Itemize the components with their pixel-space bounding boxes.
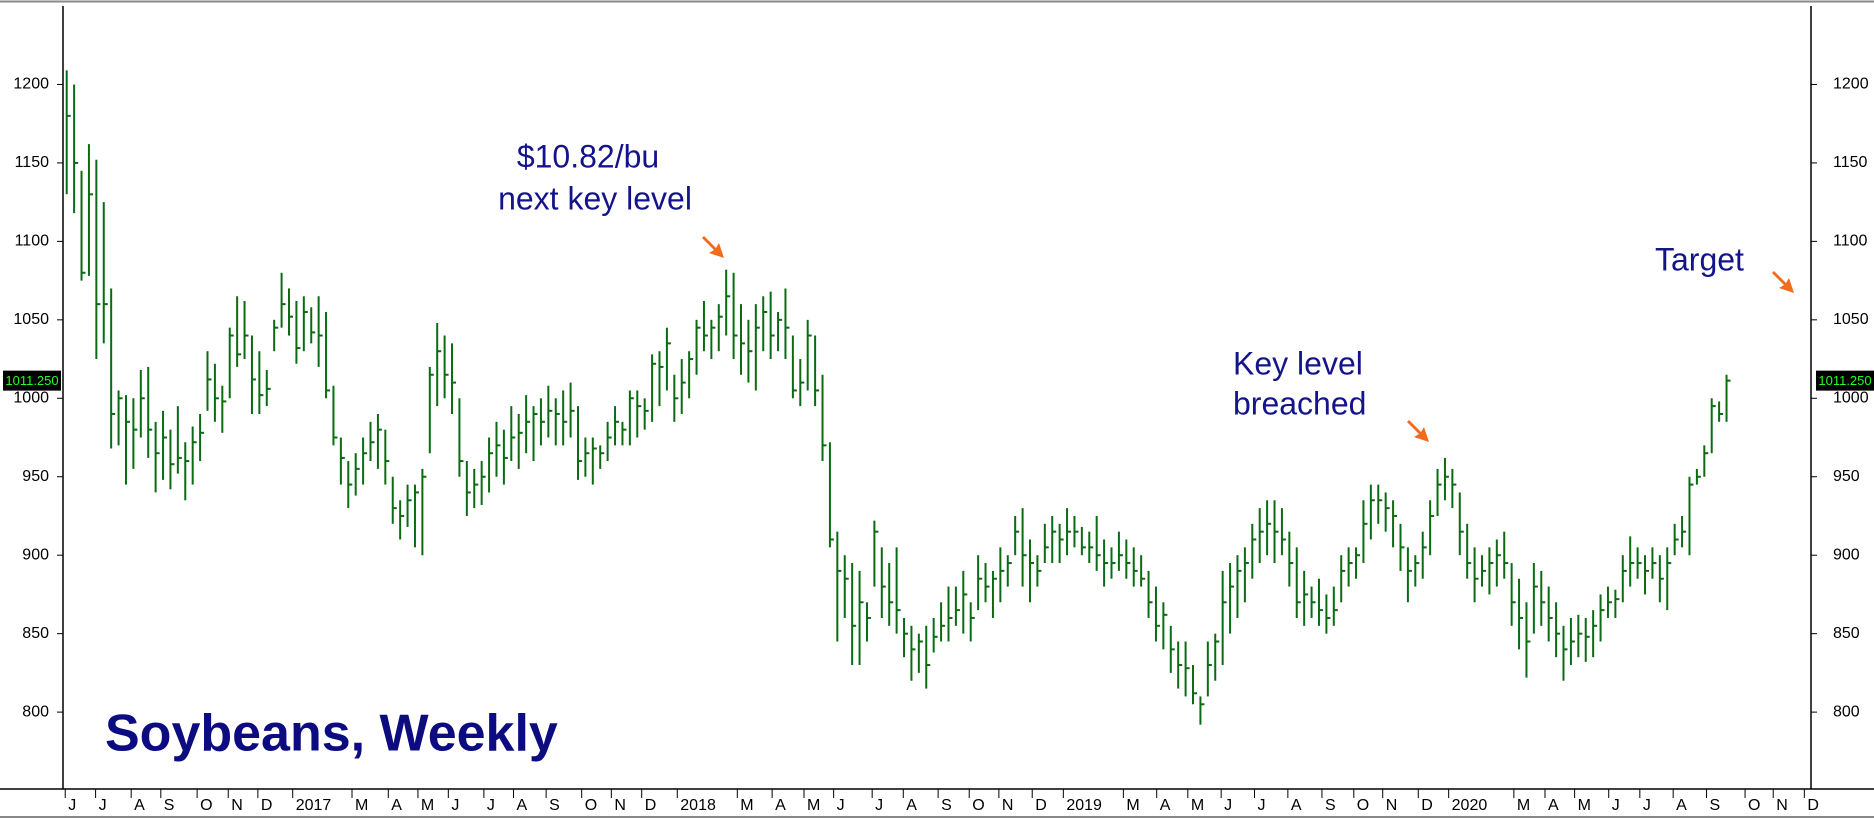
y-tick-label: 1100 [15,233,50,250]
last-price-box-right [1816,370,1874,391]
y2-tick-label: 850 [1833,625,1860,642]
y-tick-label: 950 [22,468,49,485]
x-tick-label: N [231,797,243,814]
y2-tick-label: 1150 [1833,154,1868,171]
x-tick-label: A [1676,797,1687,814]
x-tick-label: A [1160,797,1171,814]
y-tick-label: 1000 [13,390,49,407]
x-tick-label: O [200,797,212,814]
x-tick-label: S [941,797,952,814]
x-tick-label: 2017 [296,797,332,814]
arrow [702,236,724,258]
price-bars [65,70,1731,725]
x-tick-label: M [740,797,753,814]
y2-tick-label: 800 [1833,703,1860,720]
x-tick-label: J [837,797,845,814]
y-tick-label: 1200 [13,76,49,93]
x-tick-label: J [1224,797,1232,814]
y2-tick-label: 900 [1833,546,1860,563]
x-tick-label: S [1710,797,1721,814]
x-tick-label: O [1357,797,1369,814]
x-tick-label: M [1578,797,1591,814]
x-tick-label: N [1776,797,1788,814]
x-tick-label: A [1548,797,1559,814]
x-tick-label: N [1002,797,1014,814]
x-tick-label: A [134,797,145,814]
y-tick-label: 900 [22,546,49,563]
x-tick-label: O [585,797,597,814]
last-price-box-left [3,370,61,391]
x-tick-label: M [807,797,820,814]
x-tick-label: S [164,797,175,814]
x-tick-label: 2018 [680,797,716,814]
y-tick-label: 800 [22,703,49,720]
x-tick-label: M [421,797,434,814]
arrows [702,236,1794,442]
x-tick-label: A [775,797,786,814]
annotation: breached [1233,385,1366,421]
x-tick-label: D [261,797,273,814]
x-tick-label: J [1643,797,1651,814]
x-tick-label: O [1748,797,1760,814]
x-tick-label: J [68,797,76,814]
y-tick-label: 1150 [15,154,50,171]
x-tick-label: M [1191,797,1204,814]
x-tick-label: D [645,797,657,814]
x-tick-label: A [517,797,528,814]
last-price-label: 1011.250 [1818,373,1871,388]
x-tick-label: 2019 [1066,797,1102,814]
y-tick-label: 850 [22,625,49,642]
x-tick-label: N [614,797,626,814]
x-tick-label: A [391,797,402,814]
y-tick-label: 1050 [13,311,49,328]
annotation: $10.82/bu [517,138,659,174]
annotation: next key level [498,180,692,216]
last-price-label: 1011.250 [5,373,58,388]
x-tick-label: J [99,797,107,814]
y2-tick-label: 1050 [1833,311,1869,328]
x-tick-label: A [906,797,917,814]
x-tick-label: M [355,797,368,814]
x-tick-label: M [1517,797,1530,814]
annotation: Target [1655,241,1744,277]
y2-tick-label: 1200 [1833,76,1869,93]
x-tick-label: D [1035,797,1047,814]
x-tick-label: J [1612,797,1620,814]
y2-tick-label: 1100 [1833,233,1868,250]
x-tick-label: J [451,797,459,814]
x-tick-label: O [972,797,984,814]
arrow [1772,271,1794,293]
x-tick-label: J [487,797,495,814]
x-tick-label: N [1386,797,1398,814]
arrow [1407,420,1429,442]
annotation: Key level [1233,345,1363,381]
x-tick-label: 2020 [1452,797,1488,814]
x-tick-label: D [1421,797,1433,814]
x-tick-label: M [1126,797,1139,814]
x-tick-label: S [549,797,560,814]
y2-tick-label: 1000 [1833,390,1869,407]
x-tick-label: A [1291,797,1302,814]
y2-tick-label: 950 [1833,468,1860,485]
x-tick-label: S [1325,797,1336,814]
x-tick-label: D [1807,797,1819,814]
x-tick-label: J [1258,797,1266,814]
x-tick-label: J [875,797,883,814]
chart-title: Soybeans, Weekly [105,705,558,763]
